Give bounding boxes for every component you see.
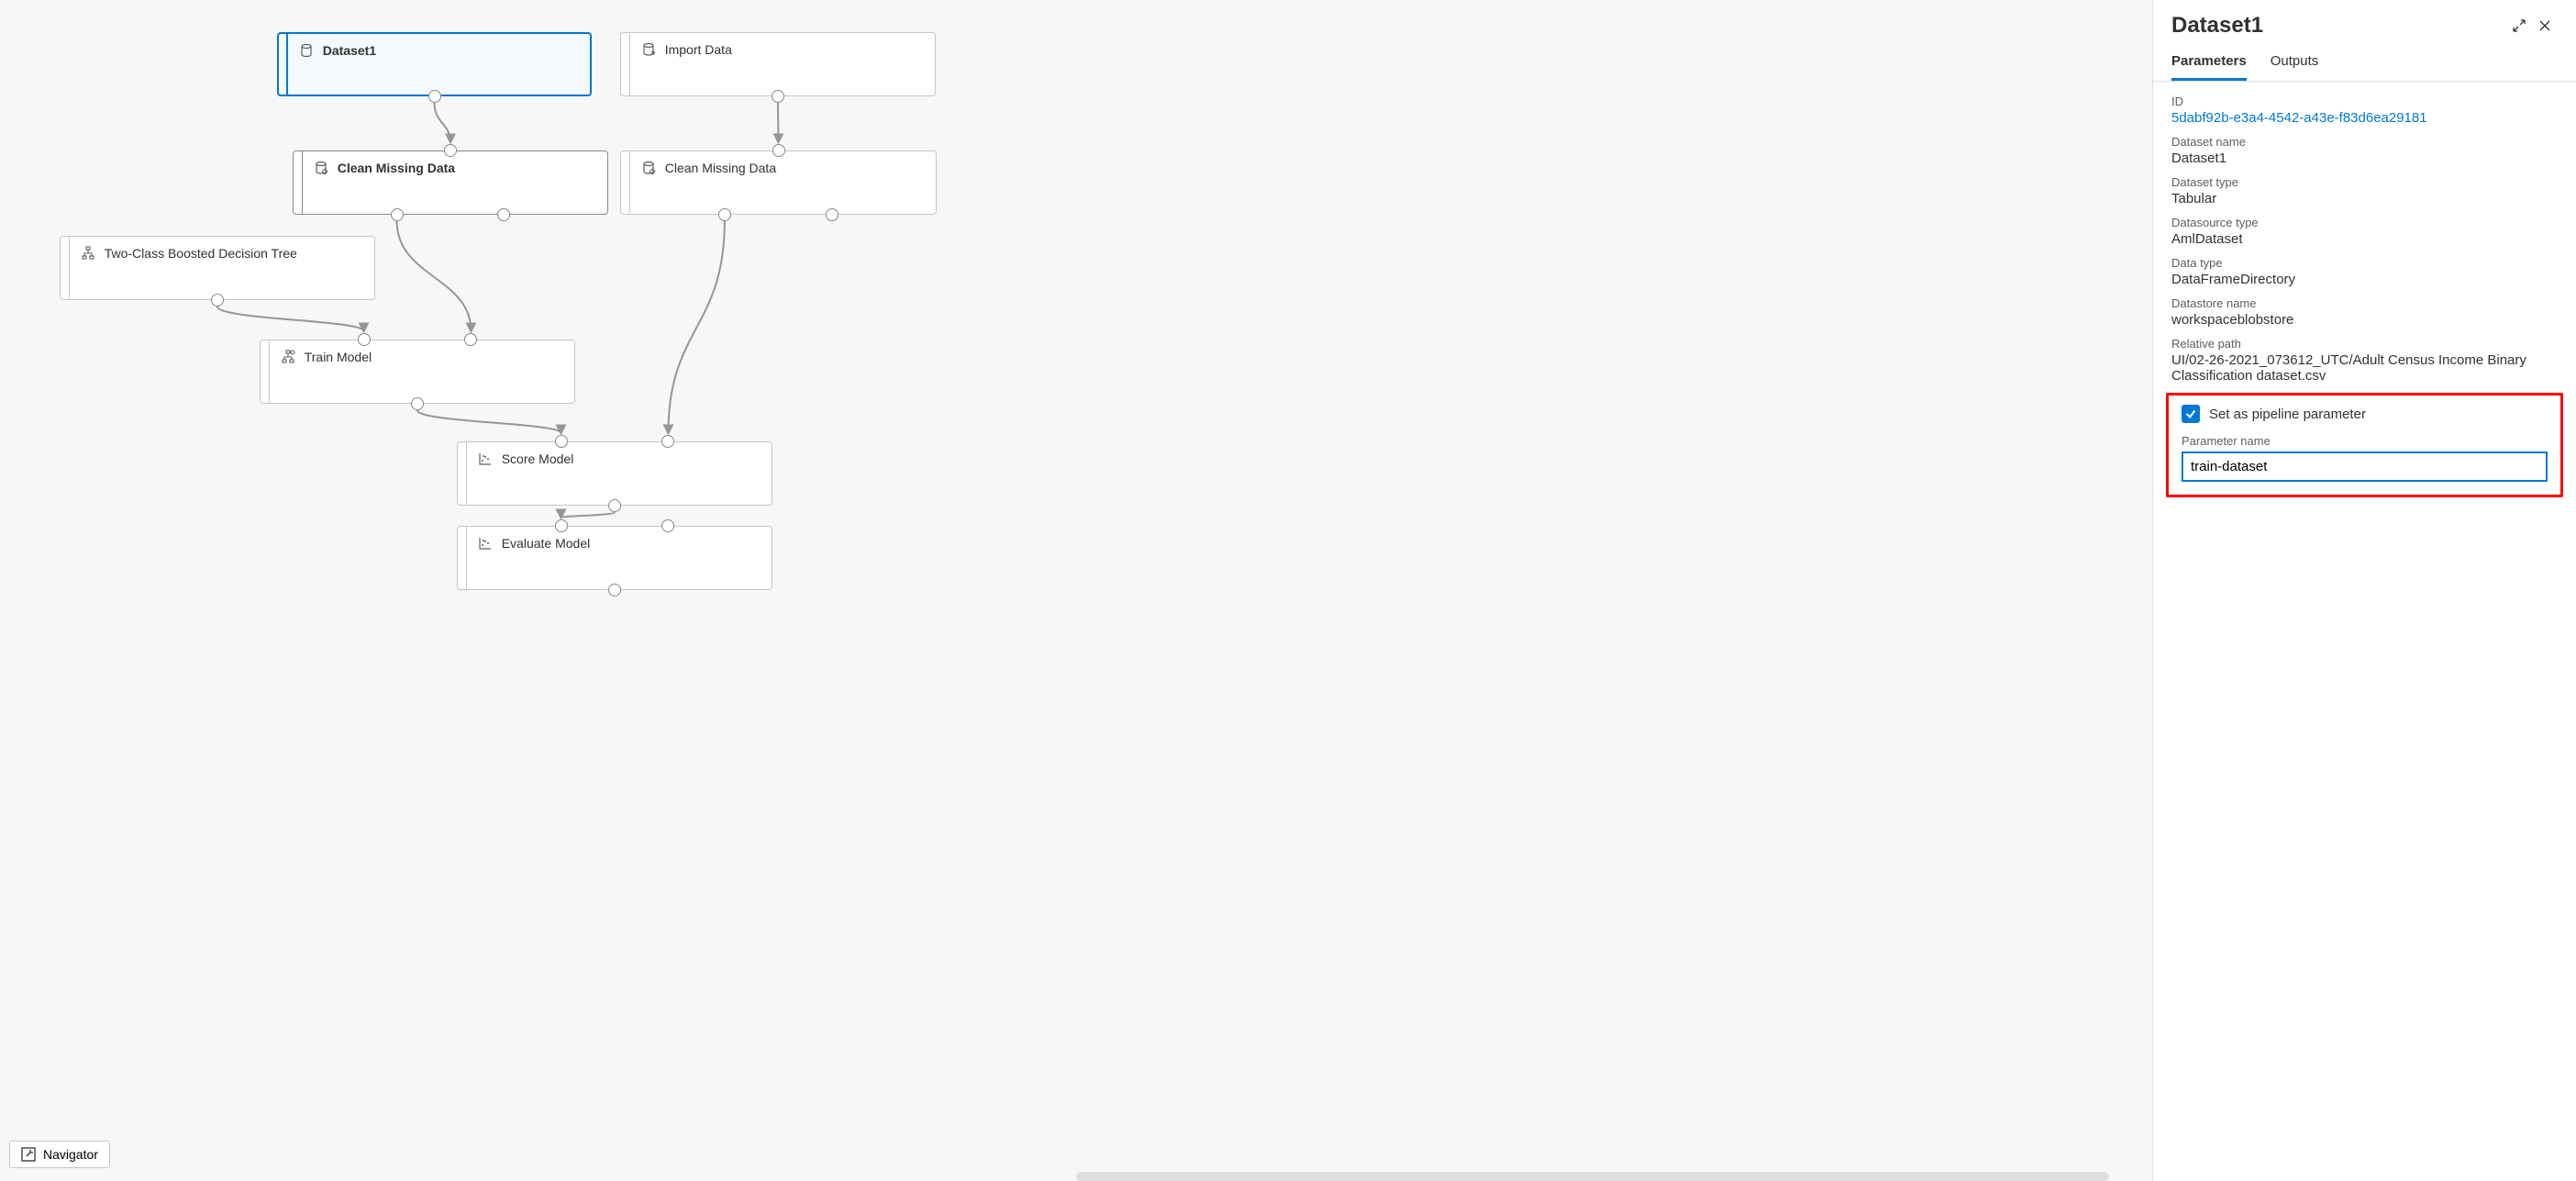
train-icon [281,350,295,364]
parameter-name-input[interactable] [2182,451,2548,482]
node-handle[interactable] [621,33,630,95]
node-handle[interactable] [621,151,630,214]
field-id: ID 5dabf92b-e3a4-4542-a43e-f83d6ea29181 [2171,95,2558,126]
field-value: Tabular [2171,191,2558,206]
pipeline-canvas[interactable]: Dataset1 Import Data Clean Missing Data Cle… [0,0,2152,1181]
parameter-name-label: Parameter name [2182,434,2548,448]
node-score[interactable]: Score Model [457,441,772,506]
edge [435,103,451,142]
navigator-button[interactable]: Navigator [9,1141,110,1168]
node-label: Clean Missing Data [338,161,455,175]
field-dataset-type: Dataset type Tabular [2171,175,2558,206]
port-out[interactable] [497,208,510,221]
horizontal-scrollbar[interactable] [1076,1172,2109,1181]
field-value: UI/02-26-2021_073612_UTC/Adult Census In… [2171,352,2558,384]
scatter-icon [478,536,493,551]
port-out[interactable] [211,294,224,306]
field-label: Dataset name [2171,135,2558,149]
node-handle[interactable] [458,527,467,589]
set-pipeline-parameter-label: Set as pipeline parameter [2209,407,2366,422]
edge [778,103,779,142]
clean-icon [314,161,328,175]
field-label: Datasource type [2171,216,2558,229]
details-panel: Dataset1 Parameters Outputs ID 5dabf92b-e… [2152,0,2576,1181]
port-out[interactable] [428,90,441,103]
port-out[interactable] [826,208,838,221]
field-dataset-name: Dataset nameDataset1 [2171,135,2558,166]
port-out[interactable] [772,90,784,103]
field-data-type: Data type DataFrameDirectory [2171,256,2558,287]
field-value[interactable]: 5dabf92b-e3a4-4542-a43e-f83d6ea29181 [2171,110,2558,126]
edge [561,512,615,518]
edge [217,306,364,331]
node-handle[interactable] [61,237,70,299]
field-label: Data type [2171,256,2558,270]
port-in[interactable] [444,144,457,157]
node-label: Import Data [665,42,732,57]
node-handle[interactable] [261,340,270,403]
panel-tabs: Parameters Outputs [2153,39,2576,82]
port-out[interactable] [391,208,404,221]
port-in[interactable] [661,435,674,448]
node-label: Score Model [502,451,574,466]
port-in[interactable] [464,333,477,346]
panel-title: Dataset1 [2171,13,2506,39]
port-in[interactable] [555,435,568,448]
node-label: Two-Class Boosted Decision Tree [105,246,297,261]
field-value: AmlDataset [2171,231,2558,247]
port-in[interactable] [661,519,674,532]
expand-icon[interactable] [2506,13,2532,39]
field-label: Datastore name [2171,296,2558,310]
node-clean2[interactable]: Clean Missing Data [620,150,937,215]
node-clean1[interactable]: Clean Missing Data [293,150,608,215]
node-label: Train Model [305,350,372,364]
database-icon [299,43,314,58]
field-label: Relative path [2171,337,2558,351]
field-label: ID [2171,95,2558,108]
field-value: workspaceblobstore [2171,312,2558,328]
clean-icon [641,161,656,175]
node-label: Evaluate Model [502,536,591,551]
set-pipeline-parameter-checkbox[interactable] [2182,405,2200,423]
node-import[interactable]: Import Data [620,32,936,96]
port-in[interactable] [358,333,371,346]
edge [668,221,724,433]
navigator-icon [21,1147,36,1162]
tab-outputs[interactable]: Outputs [2271,53,2319,81]
port-out[interactable] [608,584,621,596]
tree-icon [81,246,95,261]
pipeline-parameter-section: Set as pipeline parameter Parameter name [2166,393,2563,497]
node-label: Clean Missing Data [665,161,776,175]
node-handle[interactable] [458,442,467,505]
node-evaluate[interactable]: Evaluate Model [457,526,772,590]
navigator-label: Navigator [43,1147,98,1162]
node-handle[interactable] [279,34,288,95]
port-out[interactable] [718,208,731,221]
import-icon [641,42,656,57]
edge [417,410,561,433]
set-pipeline-parameter-row[interactable]: Set as pipeline parameter [2182,405,2548,423]
field-datasource-type: Datasource type AmlDataset [2171,216,2558,247]
port-in[interactable] [772,144,785,157]
field-label: Dataset type [2171,175,2558,189]
scatter-icon [478,451,493,466]
port-in[interactable] [555,519,568,532]
edge [397,221,472,331]
node-tree[interactable]: Two-Class Boosted Decision Tree [60,236,375,300]
node-label: Dataset1 [323,43,376,58]
field-value: DataFrameDirectory [2171,272,2558,287]
port-out[interactable] [608,499,621,512]
close-icon[interactable] [2532,13,2558,39]
node-handle[interactable] [294,151,303,214]
panel-header: Dataset1 [2153,0,2576,39]
field-relative-path: Relative pathUI/02-26-2021_073612_UTC/Ad… [2171,337,2558,384]
node-train[interactable]: Train Model [260,340,575,404]
panel-body: ID 5dabf92b-e3a4-4542-a43e-f83d6ea29181 Da… [2153,82,2576,1181]
node-dataset1[interactable]: Dataset1 [277,32,592,96]
port-out[interactable] [411,397,424,410]
field-datastore-name: Datastore name workspaceblobstore [2171,296,2558,328]
tab-parameters[interactable]: Parameters [2171,53,2247,81]
field-value: Dataset1 [2171,150,2558,166]
